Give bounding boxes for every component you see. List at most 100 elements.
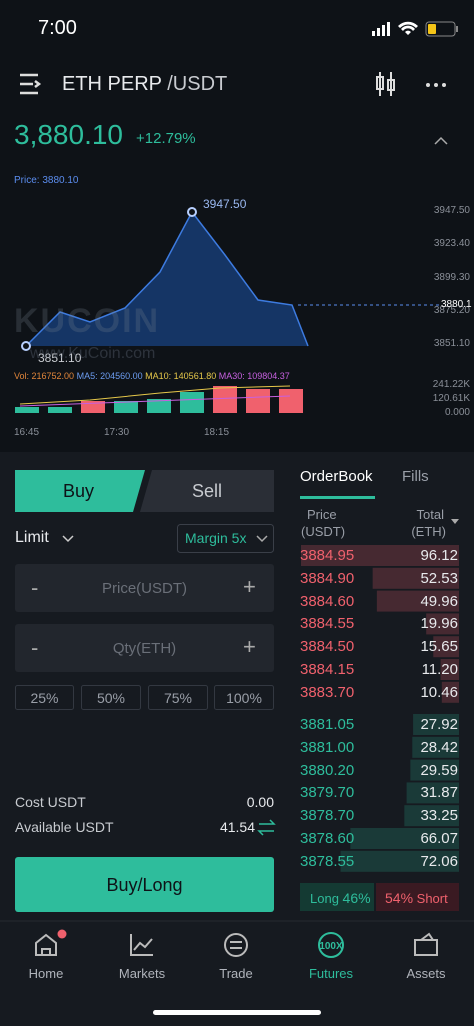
ma30: MA30: 109804.37 — [218, 371, 290, 381]
nav-item[interactable]: Markets — [118, 966, 166, 981]
current-price-tag: 3880.1 — [441, 299, 472, 310]
fills-tab[interactable]: Fills — [402, 468, 429, 485]
buy-tab[interactable] — [15, 470, 145, 512]
depth-bar — [441, 681, 459, 703]
futures-icon[interactable] — [318, 932, 344, 958]
percent-button[interactable]: 25% — [30, 690, 59, 706]
pair-title: ETH PERP — [62, 73, 162, 95]
short-bar — [376, 883, 459, 911]
ask-total: 19.96 — [420, 615, 458, 633]
bid-total: 27.92 — [420, 716, 458, 733]
bid-total: 31.87 — [420, 784, 458, 802]
bid-price[interactable]: 3881.05 — [300, 716, 355, 733]
high-label: 3947.50 — [203, 197, 247, 211]
tab-underline — [300, 496, 375, 499]
low-dot — [21, 341, 31, 351]
available-label: Available USDT — [15, 819, 114, 835]
ask-price[interactable]: 3884.50 — [300, 638, 355, 656]
candle-icon[interactable] — [376, 72, 395, 96]
time-label: 18:15 — [204, 427, 230, 438]
bid-price[interactable]: 3879.70 — [300, 784, 355, 802]
price-axis-label: 3923.40 — [433, 238, 470, 250]
short-pct: 54% — [385, 890, 414, 906]
bid-price[interactable]: 3878.55 — [300, 852, 355, 870]
home-indicator — [153, 1010, 321, 1015]
depth-bar — [406, 782, 459, 804]
percent-button[interactable]: 50% — [96, 690, 126, 706]
ask-total: 96.12 — [420, 547, 458, 564]
price-header-unit: (USDT) — [301, 524, 346, 539]
cost-value: 0.00 — [246, 794, 274, 810]
pair[interactable]: ETH PERP /USDT — [62, 73, 227, 96]
price-input[interactable] — [15, 564, 274, 612]
percent-button[interactable]: 75% — [163, 690, 193, 706]
price-header: Price — [307, 507, 337, 522]
swap-icon[interactable] — [257, 819, 276, 836]
margin: Margin 5x — [185, 530, 247, 546]
depth-bar — [433, 636, 459, 658]
margin-box[interactable] — [177, 524, 274, 553]
percent-button[interactable]: 100% — [226, 690, 262, 706]
sort-icon — [451, 519, 459, 524]
ask-total: 10.46 — [420, 683, 458, 701]
submit-button[interactable] — [15, 857, 274, 912]
nav-item[interactable]: Futures — [308, 966, 354, 981]
ask-total: 11.20 — [421, 661, 458, 678]
bid-price[interactable]: 3878.60 — [300, 830, 355, 847]
price-placeholder: Price(USDT) — [102, 580, 187, 597]
total-header: Total — [416, 507, 444, 522]
short-ratio: 54% Short — [385, 890, 448, 906]
limit-chevron[interactable] — [62, 535, 74, 543]
ask-price[interactable]: 3884.95 — [300, 547, 355, 564]
price-plus[interactable]: + — [243, 574, 256, 599]
price-area — [26, 212, 308, 346]
volume-bars — [15, 385, 303, 413]
ask-price[interactable]: 3884.90 — [300, 569, 355, 587]
price-line — [25, 210, 309, 347]
bid-total: 28.42 — [420, 738, 458, 756]
submit-label: Buy/Long — [106, 875, 183, 895]
bid-price[interactable]: 3878.70 — [300, 807, 355, 825]
vol-axis-label: 0.000 — [444, 407, 470, 418]
bid-total: 33.25 — [420, 807, 458, 825]
qty-minus[interactable]: - — [31, 635, 39, 660]
depth-bar — [350, 828, 459, 849]
nav-item[interactable]: Trade — [219, 966, 253, 981]
cost-label: Cost USDT — [15, 794, 86, 810]
available-value: 41.54 — [219, 819, 255, 835]
nav-item[interactable]: Home — [28, 966, 64, 981]
price-axis-label: 3947.50 — [433, 205, 470, 216]
qty-placeholder: Qty(ETH) — [112, 640, 177, 657]
qty-input[interactable] — [15, 624, 274, 672]
order-type[interactable]: Limit — [15, 529, 49, 546]
ask-price[interactable]: 3884.15 — [300, 661, 355, 678]
last-price: 3,880.10 — [14, 119, 123, 150]
margin-chevron — [256, 535, 268, 543]
percent-boxes — [15, 685, 274, 710]
collapse-icon[interactable] — [434, 136, 448, 145]
high-dot — [187, 207, 197, 217]
depth-bar — [404, 805, 459, 827]
depth-bar — [372, 567, 459, 589]
ask-price[interactable]: 3884.60 — [300, 592, 355, 610]
vol: Vol: 216752.00 — [14, 371, 75, 381]
more-icon[interactable] — [426, 83, 446, 87]
depth-bar — [412, 736, 459, 758]
ma5: MA5: 204560.00 — [76, 371, 143, 381]
sell-tab[interactable] — [140, 470, 274, 512]
orderbook-tab[interactable]: OrderBook — [300, 468, 373, 485]
low-label: 3851.10 — [38, 351, 82, 365]
bid-price[interactable]: 3880.20 — [300, 761, 355, 779]
price-minus[interactable]: - — [31, 575, 39, 600]
bid-price[interactable]: 3881.00 — [300, 738, 355, 756]
menu-icon[interactable] — [20, 73, 42, 95]
ask-price[interactable]: 3883.70 — [300, 683, 355, 701]
qty-plus[interactable]: + — [243, 634, 256, 659]
bid-total: 72.06 — [420, 852, 458, 870]
ask-price[interactable]: 3884.55 — [300, 615, 355, 633]
nav-item[interactable]: Assets — [406, 966, 446, 981]
watermark: KUCOIN — [14, 302, 161, 340]
ask-total: 49.96 — [420, 592, 458, 610]
pair-quote: /USDT — [167, 73, 228, 95]
